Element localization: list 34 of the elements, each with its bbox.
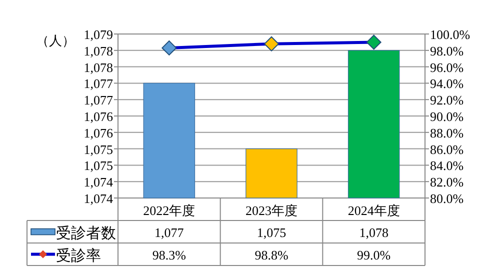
- y-tick-label: 1,078: [84, 60, 113, 75]
- text: 1,078: [359, 224, 388, 240]
- y2-tick-label: 98.0%: [430, 43, 464, 58]
- legend-label: 受診者数: [56, 224, 116, 242]
- y2-tick-label: 82.0%: [430, 174, 464, 190]
- y-tick-label: 1,076: [84, 125, 114, 140]
- y-tick-label: 1,074: [84, 191, 114, 206]
- x-tick-label: 2024年度: [348, 203, 400, 218]
- y2-tick-label: 86.0%: [430, 142, 464, 157]
- text: 98.8%: [254, 247, 288, 262]
- text: 1,077: [154, 224, 184, 240]
- y2-tick-label: 96.0%: [430, 60, 464, 75]
- x-tick-label: 2023年度: [246, 203, 298, 218]
- y2-tick-label: 88.0%: [430, 125, 464, 140]
- text: 99.0%: [357, 247, 391, 262]
- y-tick-label: 1,077: [84, 76, 114, 92]
- x-tick-label: 2022年度: [143, 203, 196, 218]
- y-tick-label: 1,079: [84, 27, 113, 42]
- y2-tick-label: 94.0%: [430, 76, 464, 92]
- text: 98.3%: [152, 247, 186, 262]
- y-tick-label: 1,076: [84, 109, 114, 124]
- y-axis-title: （人）: [36, 33, 75, 48]
- y-tick-label: 1,074: [84, 174, 114, 190]
- y-tick-label: 1,077: [84, 92, 114, 108]
- text: 1,075: [256, 224, 286, 240]
- y2-tick-label: 90.0%: [430, 109, 464, 124]
- y2-tick-label: 80.0%: [430, 191, 464, 206]
- y-tick-label: 1,075: [84, 158, 113, 174]
- y-tick-label: 1,078: [84, 43, 113, 58]
- y2-tick-label: 84.0%: [430, 158, 464, 174]
- y2-tick-label: 100.0%: [430, 27, 470, 42]
- y2-tick-label: 92.0%: [430, 92, 464, 108]
- legend-label: 受診率: [56, 247, 101, 264]
- y-tick-label: 1,075: [84, 142, 113, 157]
